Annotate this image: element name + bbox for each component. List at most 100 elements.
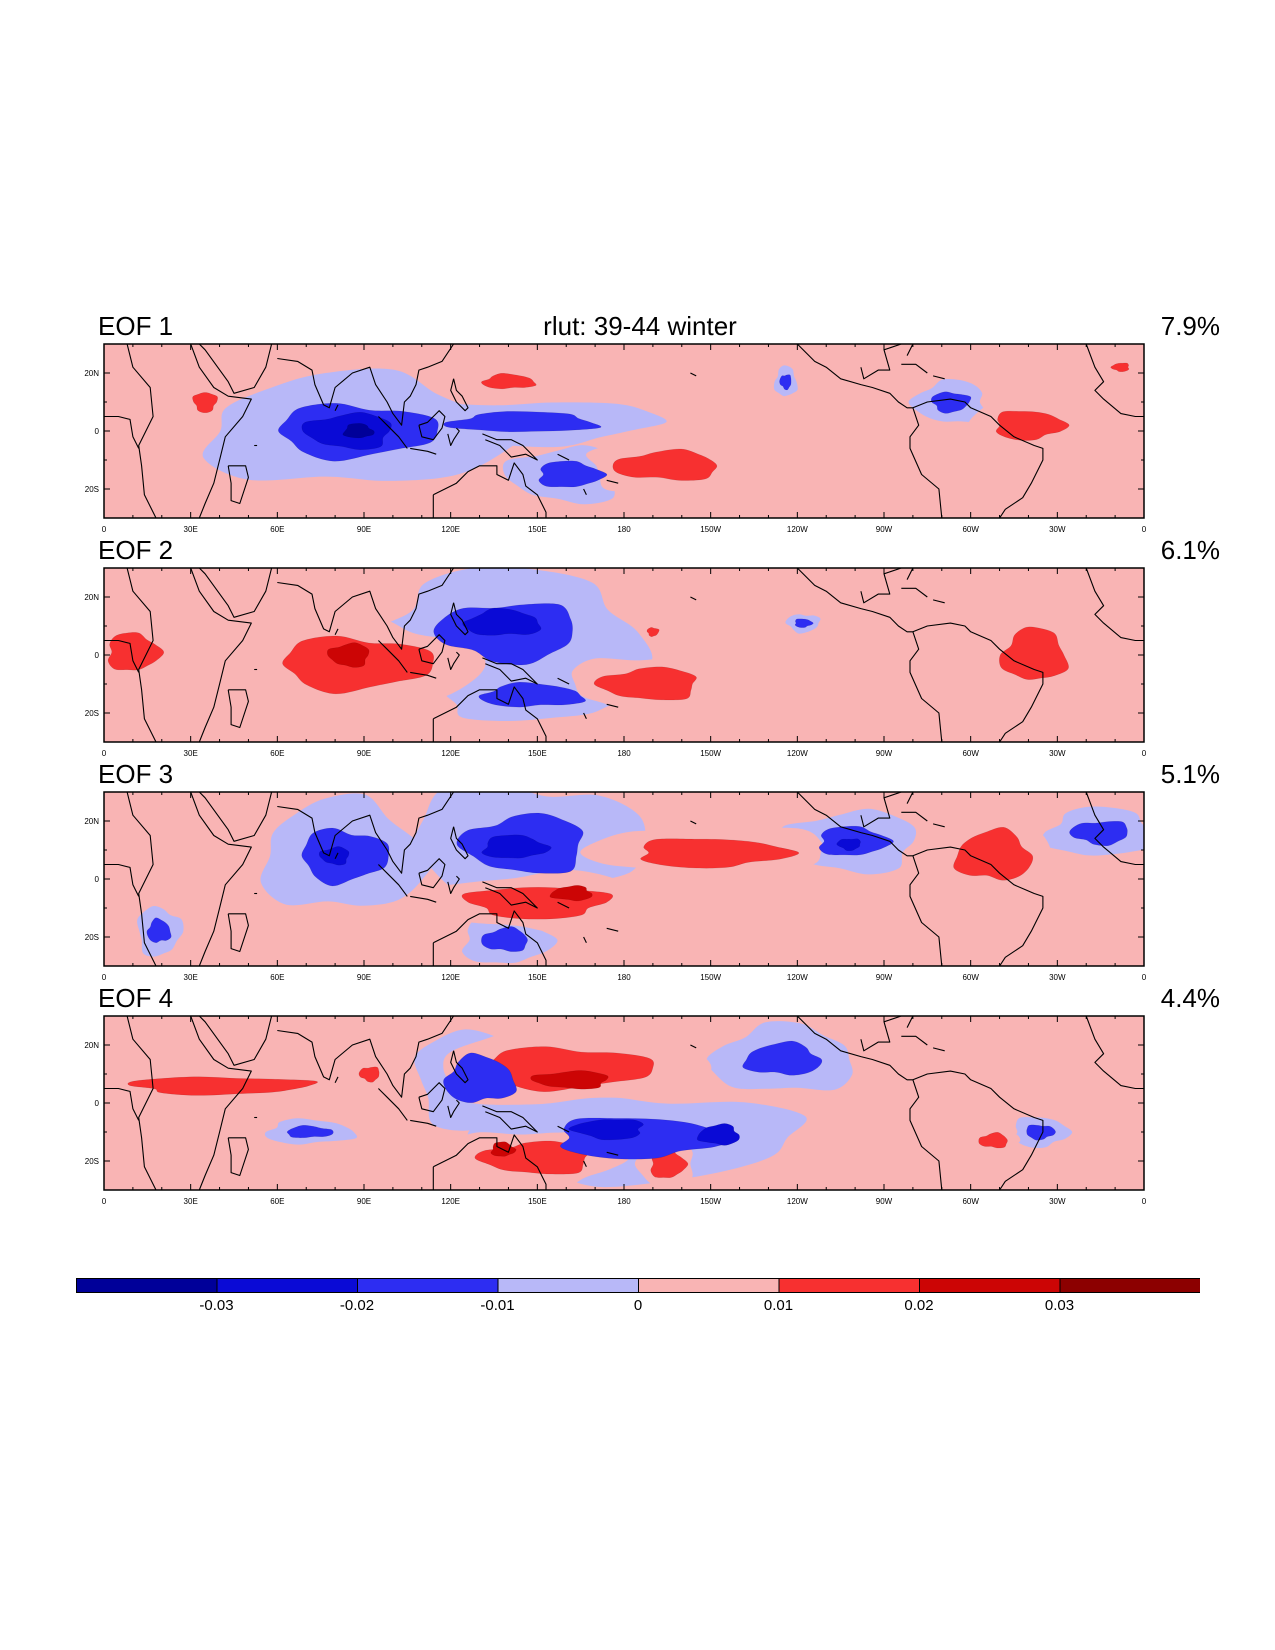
coastline [126,568,157,742]
coastline [277,792,455,874]
coastline [583,1160,587,1168]
coastline [378,864,408,897]
x-tick-label: 150E [528,973,547,982]
coastline [334,852,339,859]
coastline [583,488,587,496]
y-tick-label: 20N [84,1041,99,1050]
coastline [932,375,945,380]
coastline [433,910,547,966]
coastline [690,596,697,601]
coastline [606,703,619,708]
coastline [606,927,619,932]
colorbar-label: -0.03 [199,1297,233,1314]
coastline [482,881,538,909]
coastline [796,1016,943,1190]
colorbar: -0.03 -0.02 -0.01 0 0.01 0.02 0.03 [76,1278,1200,1314]
positive-anomaly-region [192,392,218,414]
eof-map-2: 0 30E 60E 90E 120E 150E 180 150W 120W 90W 60W 30W 0 2… [84,567,1147,758]
coastline [433,1134,547,1190]
coastline [901,811,928,822]
x-tick-label: 90E [357,973,371,982]
negative-anomaly-region [1026,1124,1056,1141]
colorbar-swatch [778,1278,920,1293]
coastline [796,792,943,966]
coastline [198,1016,273,1066]
coastline [557,1125,570,1133]
coastline [334,404,339,411]
coastline [912,622,1044,742]
coastline [334,1076,339,1083]
x-tick-label: 90E [357,749,371,758]
x-tick-label: 30W [1049,973,1066,982]
coastline [796,568,943,742]
x-tick-label: 0 [1142,973,1147,982]
coastline [860,1016,902,1052]
negative-anomaly-region [481,834,552,859]
x-tick-label: 0 [102,525,107,534]
colorbar-swatch [497,1278,639,1293]
x-tick-label: 150E [528,1197,547,1206]
x-tick-label: 30W [1049,525,1066,534]
y-tick-label: 0 [95,1099,100,1108]
x-tick-label: 150E [528,749,547,758]
negative-anomaly-region [478,681,586,708]
x-tick-label: 120W [787,973,808,982]
x-tick-label: 120W [787,525,808,534]
coastline [606,1151,619,1156]
x-tick-label: 150W [700,1197,721,1206]
x-tick-label: 30E [184,973,198,982]
coastline [277,344,455,426]
eof-panel-4: EOF 4 4.4% 0 30E 60E 90E 120E 150E 180 150W 120W… [60,984,1220,1214]
positive-anomaly-region [549,885,593,902]
eof-map-3: 0 30E 60E 90E 120E 150E 180 150W 120W 90W 60W 30W 0 2… [84,791,1147,982]
x-tick-label: 60E [270,973,284,982]
coastline [912,846,1044,966]
negative-anomaly-region [443,1052,517,1104]
coastline [912,1070,1044,1190]
negative-anomaly-region [696,1123,740,1146]
x-tick-label: 60E [270,749,284,758]
field-layer [104,1016,1144,1190]
coastline [690,372,697,377]
colorbar-swatch [638,1278,780,1293]
coastline [1085,344,1144,418]
coastline [796,344,943,518]
x-tick-label: 180 [617,1197,631,1206]
colorbar-swatch [1059,1278,1200,1293]
coastline [906,1016,914,1028]
coastline [1085,792,1144,866]
x-tick-label: 30E [184,749,198,758]
coastline [901,1035,928,1046]
negative-anomaly-region [433,603,573,666]
coastline [906,344,914,356]
negative-anomaly-region [779,374,792,391]
positive-anomaly-region [612,448,718,481]
coastline [410,895,437,903]
coastline [557,677,570,685]
coastline [126,792,157,966]
coastline [198,568,273,618]
negative-anomaly-region [462,607,542,636]
positive-anomaly-region [640,838,800,869]
negative-anomaly-region [568,1119,644,1141]
colorbar-label: 0.02 [904,1297,933,1314]
x-tick-label: 120E [441,525,460,534]
coastline [410,671,437,679]
x-tick-label: 180 [617,749,631,758]
x-tick-label: 30W [1049,749,1066,758]
colorbar-label: -0.02 [340,1297,374,1314]
coastline [906,568,914,580]
x-tick-label: 0 [102,749,107,758]
y-tick-label: 20N [84,369,99,378]
coastline [104,415,140,449]
coastline [557,901,570,909]
negative-anomaly-region [443,411,602,433]
coastline [482,433,538,461]
coastline [227,465,249,505]
y-tick-label: 0 [95,875,100,884]
coastline [190,792,252,966]
negative-anomaly-region [836,838,861,852]
coastline [447,1099,460,1119]
x-tick-label: 120W [787,1197,808,1206]
x-tick-label: 60W [962,973,979,982]
